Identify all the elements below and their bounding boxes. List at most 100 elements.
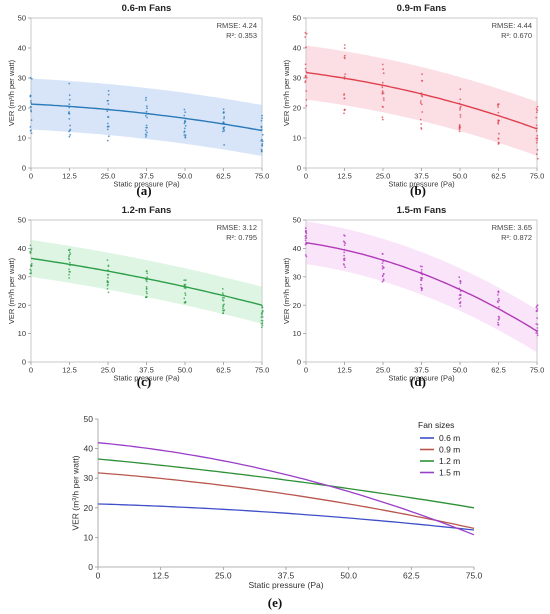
y-axis-label: VER (m³/h per watt) xyxy=(282,59,291,126)
data-point xyxy=(381,253,384,255)
data-point xyxy=(382,99,385,101)
data-point xyxy=(497,319,500,321)
data-point xyxy=(146,280,148,283)
data-point xyxy=(421,79,423,82)
y-tick-label: 50 xyxy=(293,216,301,225)
data-point xyxy=(459,98,462,101)
data-point xyxy=(260,125,263,128)
data-point xyxy=(29,105,32,108)
data-point xyxy=(223,126,226,128)
data-point xyxy=(67,249,70,252)
legend-entry: 0.9 m xyxy=(439,445,460,455)
data-point xyxy=(381,86,384,89)
data-point xyxy=(419,265,422,268)
panel-a: 0 12.5 25.0 37.5 50.0 62.5 75.0 0 10 20 30 40 50 Stat… xyxy=(7,3,270,198)
y-tick-label: 0 xyxy=(297,358,301,367)
data-point xyxy=(459,109,461,111)
data-point xyxy=(381,90,384,92)
data-point xyxy=(459,302,461,304)
data-point xyxy=(183,127,186,130)
data-point xyxy=(144,114,147,117)
y-tick-label: 30 xyxy=(18,74,26,83)
data-point xyxy=(184,136,187,138)
data-point xyxy=(69,248,71,251)
data-point xyxy=(223,144,226,146)
data-point xyxy=(420,276,422,279)
data-point xyxy=(68,251,71,254)
data-point xyxy=(458,130,461,133)
data-point xyxy=(343,254,345,257)
data-point xyxy=(68,277,71,279)
data-point xyxy=(260,312,263,314)
r2-label: R²: 0.872 xyxy=(501,233,532,242)
data-point xyxy=(184,294,187,296)
panel-title: 1.5-m Fans xyxy=(397,205,447,216)
data-point xyxy=(343,259,345,262)
data-point xyxy=(106,128,109,131)
data-point xyxy=(459,116,462,118)
x-axis-label: Static pressure (Pa) xyxy=(113,373,180,382)
panel-label: (a) xyxy=(136,183,151,198)
x-tick-label: 37.5 xyxy=(139,172,154,181)
y-axis-label: VER (m³/h per watt) xyxy=(7,257,16,324)
data-point xyxy=(343,251,346,254)
data-point xyxy=(145,99,147,101)
x-tick-label: 12.5 xyxy=(337,172,352,181)
data-point xyxy=(304,31,307,34)
data-point xyxy=(381,265,384,268)
rmse-label: RMSE: 4.24 xyxy=(217,21,257,30)
data-point xyxy=(183,121,186,124)
fit-line xyxy=(30,103,263,132)
data-point xyxy=(497,291,500,294)
y-tick-label: 10 xyxy=(293,329,301,338)
data-point xyxy=(261,143,264,145)
data-point xyxy=(145,105,148,108)
y-tick-label: 40 xyxy=(84,444,94,454)
data-point xyxy=(184,124,187,127)
data-point xyxy=(30,100,32,102)
x-tick-label: 37.5 xyxy=(278,571,295,581)
data-point xyxy=(419,102,422,104)
data-point xyxy=(183,134,186,136)
data-point xyxy=(184,279,187,282)
data-point xyxy=(344,73,347,75)
data-point xyxy=(29,244,32,247)
data-point xyxy=(107,90,110,92)
data-point xyxy=(344,54,346,57)
data-point xyxy=(459,105,462,108)
x-tick-label: 62.5 xyxy=(491,172,506,181)
y-tick-label: 20 xyxy=(18,104,26,113)
data-point xyxy=(261,140,264,143)
data-point xyxy=(536,111,538,114)
data-point xyxy=(30,119,33,121)
data-point xyxy=(68,135,71,138)
data-point xyxy=(260,319,263,322)
legend-entry: 1.2 m xyxy=(439,456,460,466)
data-point xyxy=(106,122,109,125)
data-point xyxy=(145,286,148,288)
data-point xyxy=(459,113,462,116)
data-point xyxy=(381,93,384,95)
data-point xyxy=(146,276,149,279)
data-point xyxy=(68,82,71,85)
x-axis-label: Static pressure (Pa) xyxy=(388,373,455,382)
data-point xyxy=(69,133,72,136)
data-point xyxy=(343,241,346,244)
data-point xyxy=(497,111,500,114)
plot-frame xyxy=(98,419,474,567)
y-tick-label: 20 xyxy=(293,301,301,310)
y-tick-label: 40 xyxy=(18,244,26,253)
data-point xyxy=(343,244,346,247)
data-point xyxy=(107,135,110,138)
data-point xyxy=(419,100,422,102)
data-point xyxy=(223,297,226,299)
data-point xyxy=(260,326,263,329)
data-point xyxy=(497,106,500,108)
x-tick-label: 25.0 xyxy=(101,366,116,375)
data-point xyxy=(107,291,110,294)
data-point xyxy=(146,272,149,275)
rmse-label: RMSE: 4.44 xyxy=(492,21,532,30)
data-point xyxy=(421,265,423,268)
data-point xyxy=(496,104,499,107)
